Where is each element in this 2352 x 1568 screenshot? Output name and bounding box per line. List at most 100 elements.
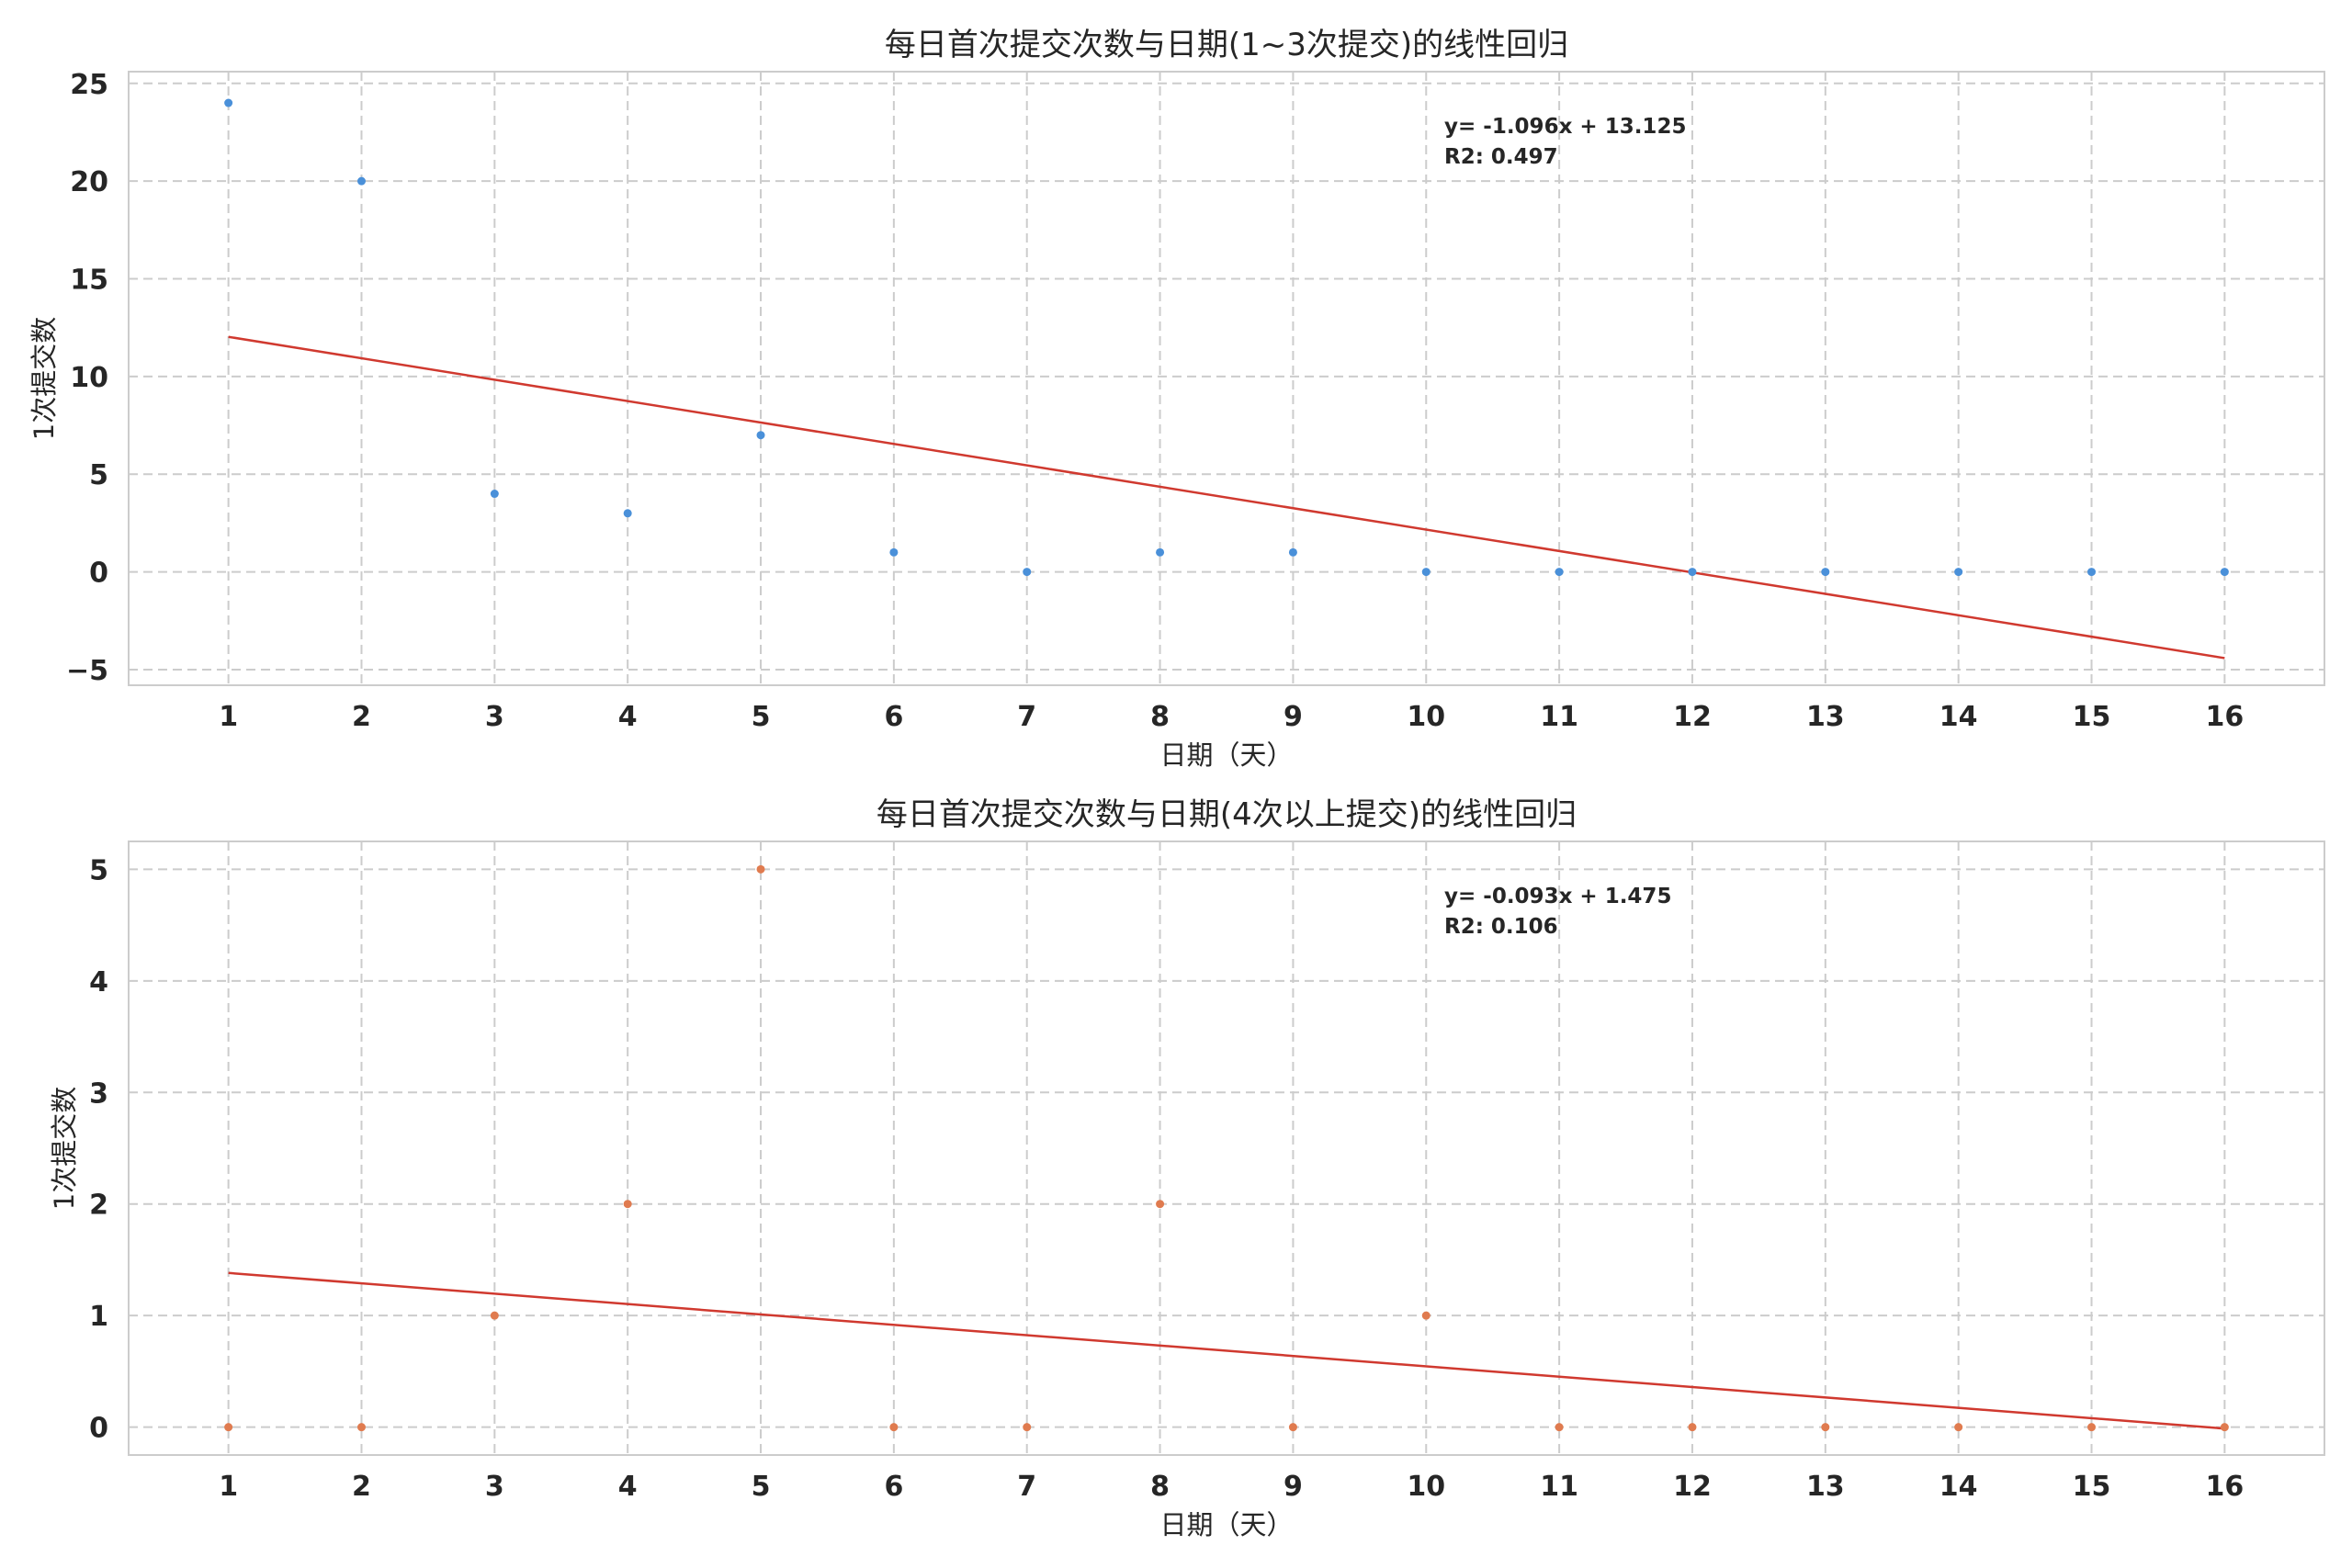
x-tick-label: 1 — [219, 1471, 238, 1503]
regression-bottom — [228, 1271, 2225, 1430]
x-tick-label: 15 — [2073, 1471, 2111, 1503]
x-tick-label: 5 — [752, 1471, 771, 1503]
y-tick-label: 5 — [89, 854, 108, 886]
data-point — [1954, 1423, 1963, 1432]
x-tick-label: 8 — [1150, 1471, 1170, 1503]
plot-area-bottom — [128, 840, 2325, 1456]
data-point — [2087, 568, 2097, 577]
data-point — [1688, 568, 1697, 577]
x-tick-label: 9 — [1283, 701, 1303, 733]
x-tick-label: 1 — [219, 701, 238, 733]
x-tick-label: 4 — [618, 701, 638, 733]
x-tick-label: 8 — [1150, 701, 1170, 733]
data-point — [1821, 1423, 1830, 1432]
data-point — [889, 1423, 899, 1432]
x-tick-label: 2 — [352, 1471, 371, 1503]
x-ticks-bottom: 1 2 3 4 5 6 7 8 9 10 11 12 13 14 15 16 — [219, 1471, 2244, 1503]
x-tick-label: 11 — [1540, 1471, 1578, 1503]
regression-r2-bottom: R2: 0.106 — [1444, 915, 1558, 939]
data-point — [1156, 1200, 1165, 1209]
points-bottom — [224, 864, 2229, 1432]
data-point — [1023, 1423, 1032, 1432]
y-tick-label: 1 — [89, 1301, 108, 1333]
data-point — [1156, 547, 1165, 557]
x-tick-label: 7 — [1017, 701, 1036, 733]
data-point — [756, 431, 765, 440]
data-point — [1288, 1423, 1297, 1432]
data-point — [1421, 568, 1430, 577]
x-tick-label: 13 — [1806, 701, 1845, 733]
y-ticks-bottom: 0 1 2 3 4 5 — [89, 854, 108, 1444]
regression-top — [228, 335, 2225, 660]
y-axis-label-top: 1次提交数 — [28, 317, 60, 440]
x-tick-label: 7 — [1017, 1471, 1036, 1503]
x-tick-label: 14 — [1939, 1471, 1978, 1503]
y-tick-label: 15 — [70, 265, 108, 297]
data-point — [224, 1423, 233, 1432]
data-point — [490, 1311, 499, 1320]
y-tick-label: 3 — [89, 1077, 108, 1110]
x-tick-label: 2 — [352, 701, 371, 733]
data-point — [2220, 568, 2229, 577]
data-point — [2087, 1423, 2097, 1432]
plot-area-top — [128, 71, 2325, 686]
data-point — [490, 490, 499, 499]
x-tick-label: 12 — [1673, 1471, 1712, 1503]
x-tick-label: 16 — [2205, 701, 2244, 733]
y-tick-label: 10 — [70, 362, 108, 394]
regression-line — [228, 1271, 2225, 1430]
data-point — [623, 1200, 632, 1209]
x-tick-label: 3 — [485, 1471, 504, 1503]
data-point — [1421, 1311, 1430, 1320]
chart-title-bottom: 每日首次提交次数与日期(4次以上提交)的线性回归 — [876, 796, 1577, 833]
x-tick-label: 16 — [2205, 1471, 2244, 1503]
x-tick-label: 13 — [1806, 1471, 1845, 1503]
x-axis-label-top: 日期（天） — [1159, 739, 1293, 771]
x-tick-label: 5 — [752, 701, 771, 733]
y-tick-label: 20 — [70, 166, 108, 198]
data-point — [1555, 1423, 1564, 1432]
points-top — [224, 98, 2229, 577]
x-tick-label: 4 — [618, 1471, 638, 1503]
y-tick-label: 25 — [70, 69, 108, 101]
x-tick-label: 14 — [1939, 701, 1978, 733]
x-tick-label: 10 — [1407, 1471, 1445, 1503]
x-tick-label: 6 — [884, 701, 903, 733]
data-point — [1555, 568, 1564, 577]
y-tick-label: 5 — [89, 459, 108, 491]
y-axis-label-bottom: 1次提交数 — [49, 1087, 80, 1210]
y-tick-label: 0 — [89, 1413, 108, 1445]
x-tick-label: 9 — [1283, 1471, 1303, 1503]
x-tick-label: 11 — [1540, 701, 1578, 733]
y-tick-label: 0 — [89, 558, 108, 590]
regression-equation-top: y= -1.096x + 13.125 — [1444, 115, 1686, 139]
data-point — [356, 1423, 366, 1432]
x-axis-label-bottom: 日期（天） — [1159, 1509, 1293, 1540]
data-point — [1288, 547, 1297, 557]
x-tick-label: 15 — [2073, 701, 2111, 733]
data-point — [1821, 568, 1830, 577]
data-point — [1023, 568, 1032, 577]
x-tick-label: 10 — [1407, 701, 1445, 733]
data-point — [1954, 568, 1963, 577]
x-tick-label: 12 — [1673, 701, 1712, 733]
data-point — [889, 547, 899, 557]
x-ticks-top: 1 2 3 4 5 6 7 8 9 10 11 12 13 14 15 16 — [219, 701, 2244, 733]
x-tick-label: 3 — [485, 701, 504, 733]
regression-r2-top: R2: 0.497 — [1444, 145, 1558, 169]
data-point — [1688, 1423, 1697, 1432]
y-tick-label: −5 — [66, 655, 108, 687]
regression-line — [228, 335, 2225, 660]
chart-title-top: 每日首次提交次数与日期(1~3次提交)的线性回归 — [885, 27, 1568, 63]
data-point — [224, 98, 233, 107]
y-tick-label: 4 — [89, 966, 108, 998]
x-tick-label: 6 — [884, 1471, 903, 1503]
data-point — [356, 176, 366, 186]
y-tick-label: 2 — [89, 1190, 108, 1222]
data-point — [623, 509, 632, 518]
y-ticks-top: −5 0 5 10 15 20 25 — [66, 69, 108, 687]
data-point — [756, 864, 765, 874]
